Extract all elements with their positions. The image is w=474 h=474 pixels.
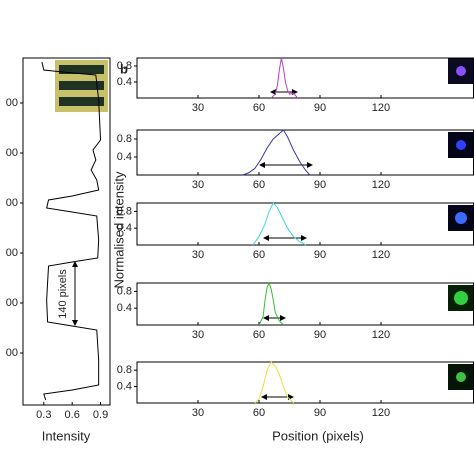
panel-label: b bbox=[120, 61, 128, 76]
x-tick-label: 120 bbox=[372, 102, 390, 114]
x-tick-label: 60 bbox=[253, 249, 265, 261]
y-tick-label: 0.8 bbox=[117, 285, 132, 297]
inset-images bbox=[448, 58, 474, 390]
x-tick-label: 90 bbox=[314, 249, 326, 261]
y-tick-label: 0.8 bbox=[117, 364, 132, 376]
x-tick-label: 0.6 bbox=[65, 409, 80, 421]
x-axis-label: Position (pixels) bbox=[272, 428, 364, 443]
x-tick-label: 90 bbox=[314, 407, 326, 419]
x-tick-label: 30 bbox=[192, 329, 204, 341]
intensity-line bbox=[242, 129, 311, 176]
x-tick-label: 90 bbox=[314, 329, 326, 341]
x-tick-label: 90 bbox=[314, 102, 326, 114]
x-tick-label: 0.3 bbox=[36, 409, 51, 421]
x-tick-label: 30 bbox=[192, 102, 204, 114]
intensity-line bbox=[254, 361, 294, 404]
x-tick-label: 90 bbox=[314, 179, 326, 191]
y-tick-label: 00 bbox=[6, 97, 18, 109]
x-tick-label: 0.9 bbox=[93, 409, 108, 421]
y-tick-label: 00 bbox=[6, 347, 18, 359]
y-axis-label: Normalised intensity bbox=[111, 171, 126, 289]
x-tick-label: 60 bbox=[253, 102, 265, 114]
x-tick-label: 60 bbox=[253, 179, 265, 191]
y-tick-label: 00 bbox=[6, 197, 18, 209]
y-tick-label: 0.4 bbox=[117, 76, 132, 88]
intensity-line bbox=[252, 202, 306, 246]
y-tick-label: 0.4 bbox=[117, 151, 132, 163]
plot-frame bbox=[136, 202, 474, 246]
y-tick-label: 0.8 bbox=[117, 205, 132, 217]
intensity-line bbox=[258, 281, 284, 326]
x-tick-label: 30 bbox=[192, 179, 204, 191]
y-tick-label: 0.8 bbox=[117, 60, 132, 72]
y-tick-label: 0.4 bbox=[117, 302, 132, 314]
y-tick-label: 0.8 bbox=[117, 133, 132, 145]
fwhm-arrows bbox=[72, 89, 313, 400]
y-tick-label: 00 bbox=[6, 147, 18, 159]
plot-frame bbox=[136, 282, 474, 326]
plot-frame bbox=[136, 57, 474, 99]
annotation: 140 pixels bbox=[57, 269, 69, 319]
x-tick-label: 120 bbox=[372, 179, 390, 191]
y-tick-label: 0.4 bbox=[117, 381, 132, 393]
y-tick-label: 00 bbox=[6, 297, 18, 309]
x-tick-label: 30 bbox=[192, 407, 204, 419]
x-axis-label: Intensity bbox=[42, 428, 91, 443]
x-tick-label: 60 bbox=[253, 407, 265, 419]
x-tick-label: 60 bbox=[253, 329, 265, 341]
inset-image bbox=[55, 60, 108, 112]
y-tick-label: 0.4 bbox=[117, 222, 132, 234]
y-tick-label: 00 bbox=[6, 247, 18, 259]
plot-frame bbox=[136, 129, 474, 176]
x-tick-label: 120 bbox=[372, 329, 390, 341]
plot-frame bbox=[136, 361, 474, 404]
intensity-line bbox=[270, 57, 299, 99]
x-tick-label: 30 bbox=[192, 249, 204, 261]
plot-frame bbox=[22, 57, 111, 406]
x-tick-label: 120 bbox=[372, 249, 390, 261]
profile-line bbox=[41, 61, 102, 401]
x-tick-label: 120 bbox=[372, 407, 390, 419]
